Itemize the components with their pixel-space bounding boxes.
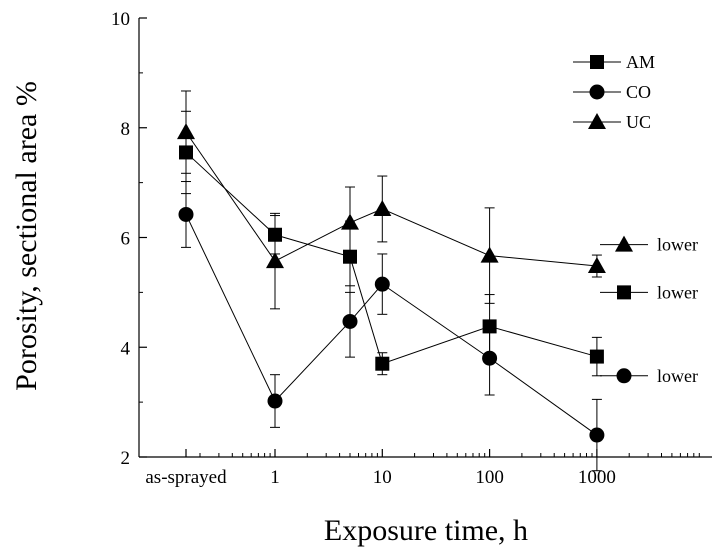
y-tick-label: 2 [121,448,131,469]
y-tick-label: 10 [111,9,130,30]
data-point-co [482,350,498,366]
data-point-uc [373,199,392,216]
y-tick-label: 4 [121,338,131,359]
series-uc [177,90,606,310]
data-point-co [342,313,358,329]
x-tick-label: 100 [475,467,504,488]
annotation-label: lower [657,366,698,386]
annotation-label: lower [657,235,698,255]
annotation-marker-triangle [615,235,633,252]
legend-label-uc: UC [626,112,651,132]
data-point-uc [480,246,499,263]
data-point-uc [177,123,195,140]
axes: 2 4 6 8 10 as-sprayed 1 10 100 1000 [111,9,712,488]
lower-annotations: lower lower lower [600,235,698,386]
y-axis-title: Porosity, sectional area % [10,81,43,391]
data-point-am [589,349,604,364]
legend-marker-am [590,55,604,69]
data-point-uc [587,257,606,274]
legend-label-co: CO [626,82,651,102]
x-tick-label: 1 [270,467,280,488]
data-series [177,90,606,472]
x-tick-label: 10 [373,467,392,488]
series-co [178,181,605,472]
series-line-am [185,152,598,365]
x-tick-label: 1000 [578,467,616,488]
series-line-co [185,214,598,436]
y-tick-label: 6 [121,229,131,250]
legend-label-am: AM [626,52,655,72]
annotation-marker-circle [616,368,632,384]
legend-marker-co [589,84,605,100]
legend-marker-uc [588,113,606,129]
series-line-uc [185,131,597,267]
data-point-co [589,427,605,443]
data-point-uc [266,252,284,269]
legend: AM CO UC [573,52,655,132]
data-point-am [375,356,390,371]
y-tick-label: 8 [121,119,131,140]
annotation-label: lower [657,282,698,302]
data-point-co [267,393,283,409]
data-point-uc [340,213,359,230]
series-am [179,110,604,377]
annotation-marker-square [617,285,631,300]
x-axis-title: Exposure time, h [324,514,528,547]
data-point-co [178,206,194,222]
x-tick-label: as-sprayed [145,467,227,488]
data-point-co [374,276,390,292]
